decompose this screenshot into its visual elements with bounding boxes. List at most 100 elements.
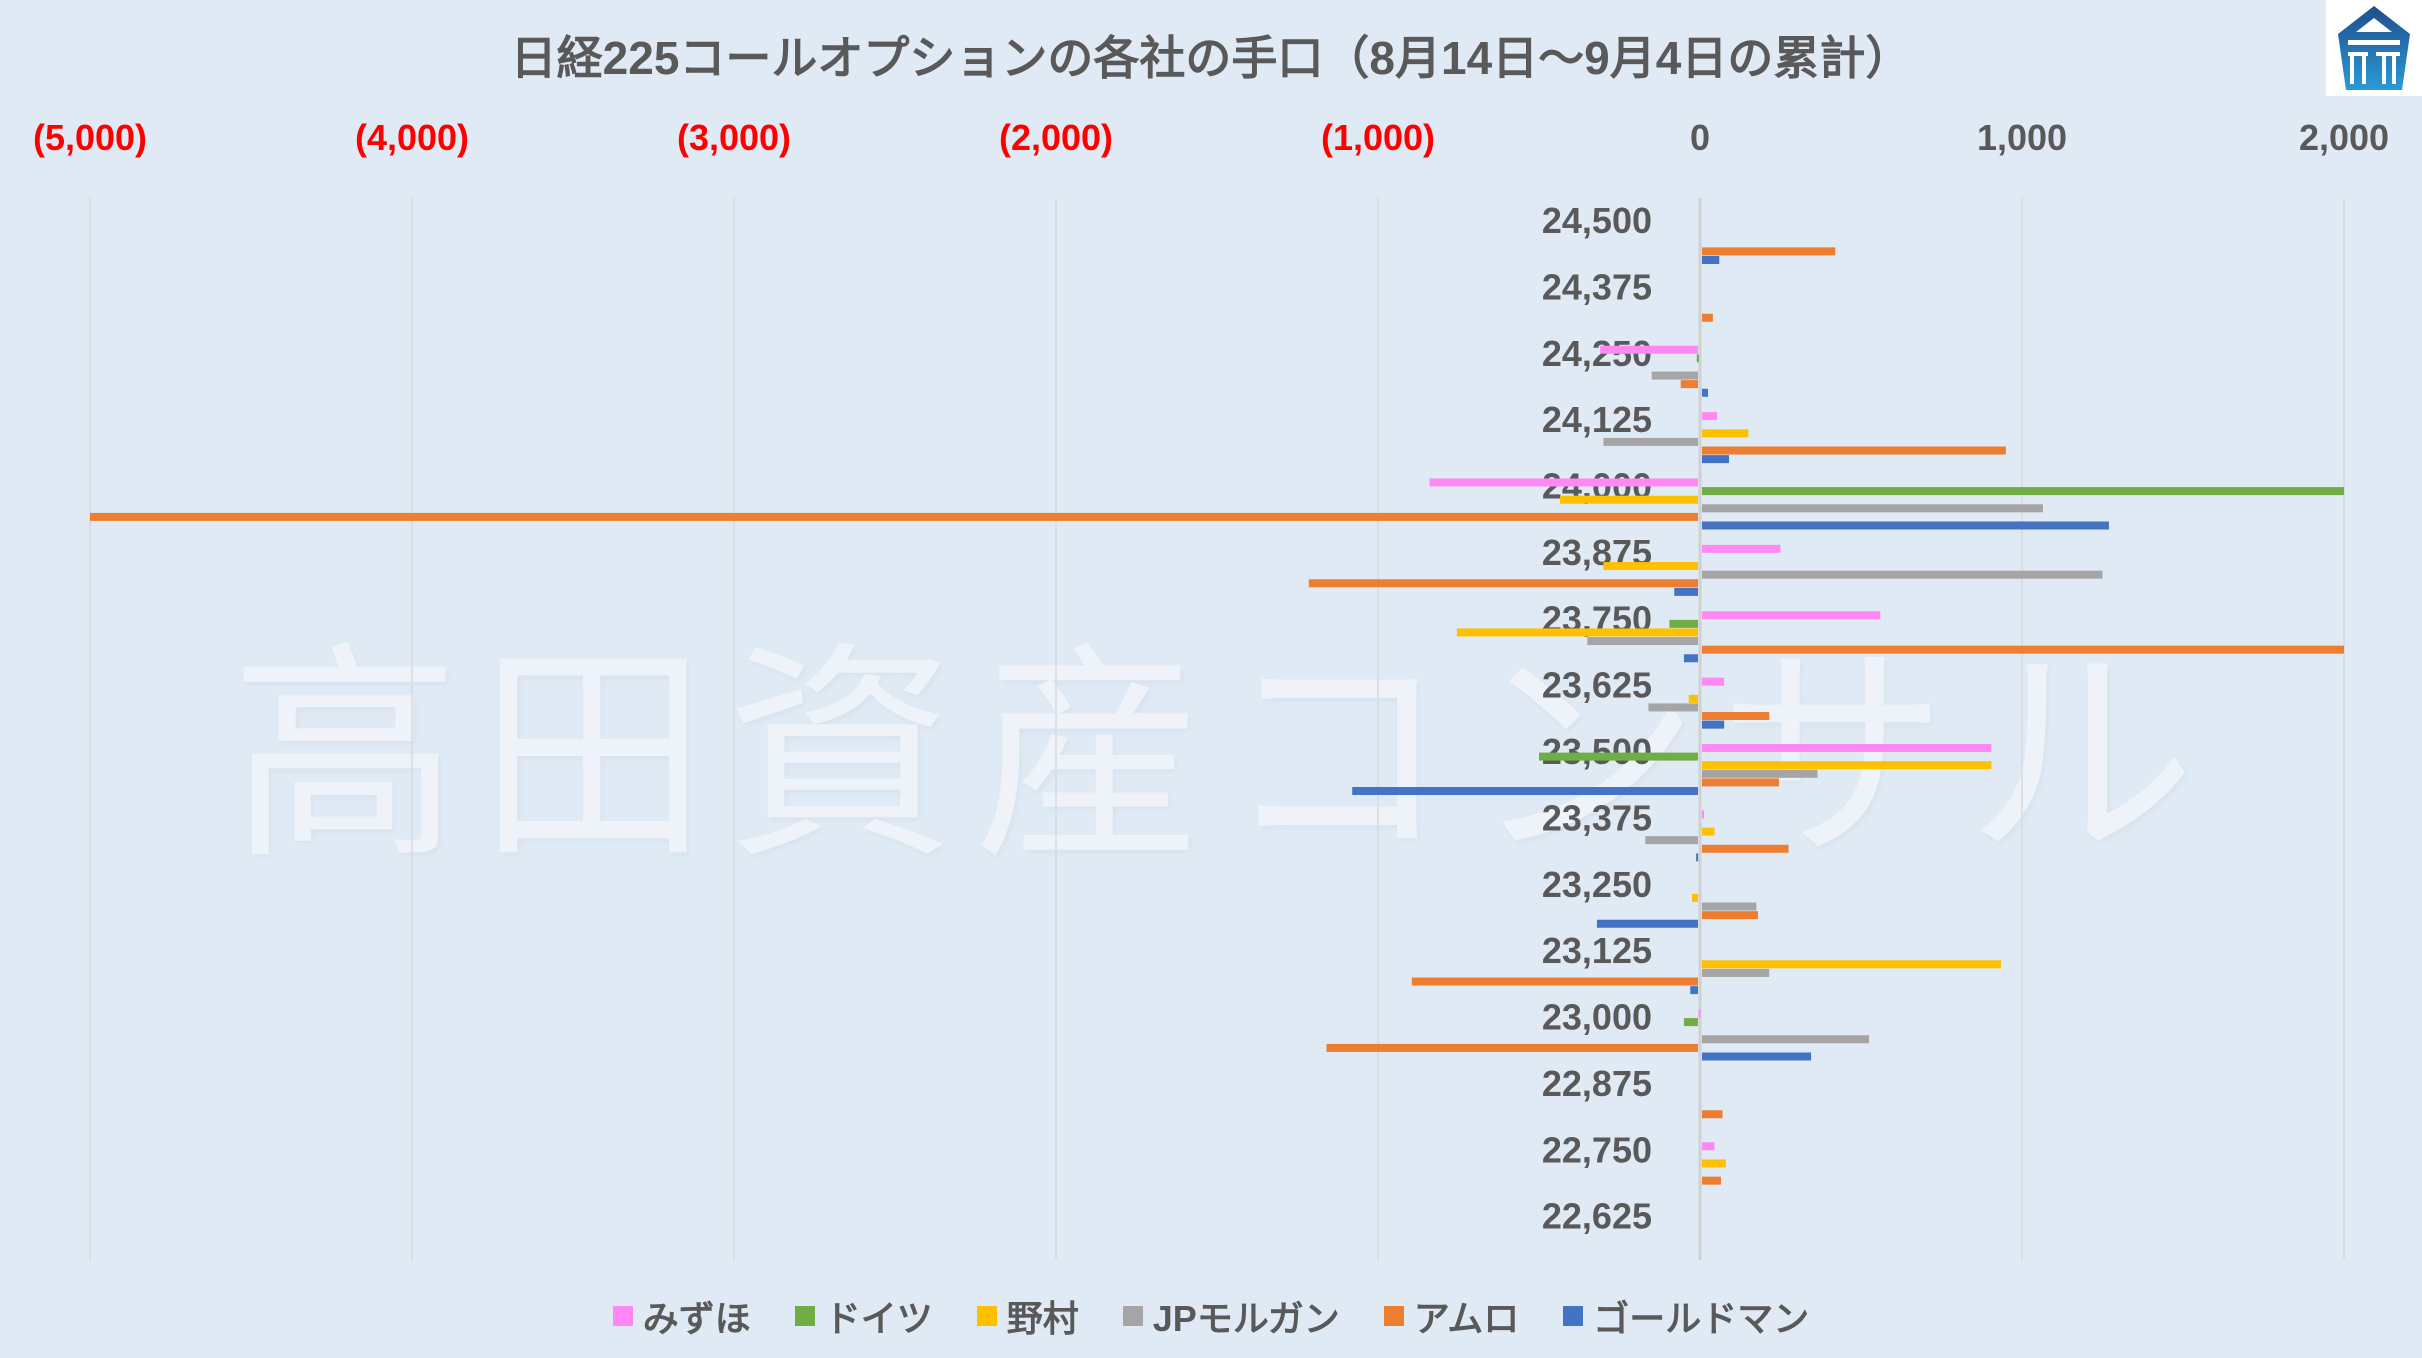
legend-label: ドイツ [824,1298,933,1339]
bar-5 [1690,986,1698,995]
bar-4 [1326,1043,1698,1052]
bar-4 [1702,247,1836,256]
legend-swatch [976,1306,997,1326]
category-label: 24,125 [1542,399,1652,440]
x-tick-label: (4,000) [355,117,469,158]
bar-0 [1702,412,1718,421]
legend-item: 野村 [976,1290,1079,1342]
legend-label: JPモルガン [1152,1298,1340,1339]
bar-3 [1648,703,1698,712]
x-tick-label: (5,000) [33,117,147,158]
bar-4 [1702,844,1789,853]
bar-2 [1603,562,1698,571]
bar-5 [1352,787,1698,795]
legend-item: ドイツ [794,1290,933,1342]
bar-1 [1683,1018,1698,1027]
bar-4 [1308,579,1698,588]
bar-4 [1702,712,1770,721]
chart-legend: みずほ ドイツ 野村 JPモルガン アムロ ゴールドマン [0,1290,2422,1342]
bar-4 [1702,1110,1723,1119]
bar-2 [1688,694,1698,703]
bar-5 [1696,853,1699,862]
category-label: 23,500 [1542,731,1652,772]
legend-swatch [1563,1306,1584,1326]
bar-1 [1702,487,2344,496]
bar-4 [1702,911,1758,920]
bar-3 [1702,902,1757,911]
bar-2 [1702,960,2002,969]
bar-1 [1669,619,1698,628]
category-label: 22,625 [1542,1196,1652,1237]
bar-3 [1702,504,2043,513]
legend-label: 野村 [1006,1298,1079,1339]
bar-1 [1696,354,1699,363]
bar-5 [1702,720,1725,729]
category-label: 23,625 [1542,665,1652,706]
category-label: 23,000 [1542,997,1652,1038]
watermark-text: 高田資産コンサル [230,624,2215,891]
bar-0 [1702,544,1781,553]
bar-4 [1702,778,1779,787]
bar-5 [1674,587,1698,596]
legend-swatch [794,1306,815,1326]
bar-5 [1702,521,2109,530]
bar-3 [1702,1035,1870,1044]
bar-3 [1603,437,1698,446]
category-label: 23,375 [1542,797,1652,838]
legend-item: アムロ [1383,1290,1520,1342]
x-tick-label: 1,000 [1977,117,2067,158]
category-label: 22,750 [1542,1129,1652,1170]
chart-title: 日経225コールオプションの各社の手口（8月14日～9月4日の累計） [510,32,1912,84]
x-tick-label: (3,000) [677,117,791,158]
bar-0 [1702,611,1881,620]
bar-2 [1456,628,1698,637]
bar-5 [1702,455,1729,464]
bar-5 [1683,654,1698,663]
bar-4 [1702,645,2344,654]
legend-label: アムロ [1413,1298,1520,1339]
bar-3 [1651,371,1698,380]
legend-swatch [612,1306,633,1326]
x-tick-label: 0 [1690,117,1710,158]
legend-swatch [1383,1306,1404,1326]
bar-4 [1702,446,2006,455]
legend-label: ゴールドマン [1593,1298,1810,1339]
legend-label: みずほ [642,1298,751,1339]
legend-item: みずほ [612,1290,751,1342]
bar-0 [1702,810,1704,819]
bar-0 [1702,744,1992,752]
bar-2 [1702,827,1715,836]
bar-4 [1680,380,1698,389]
company-logo [2326,0,2422,96]
bar-2 [1702,429,1749,438]
category-label: 23,250 [1542,864,1652,905]
bar-5 [1702,388,1709,397]
bar-0 [1600,345,1698,354]
category-label: 22,875 [1542,1063,1652,1104]
bar-2 [1702,761,1992,770]
bar-0 [1429,478,1698,487]
bar-0 [1702,1142,1715,1151]
bar-4 [1702,1176,1721,1185]
bar-1 [1539,752,1698,761]
bar-3 [1645,836,1698,845]
legend-swatch [1122,1306,1143,1326]
bar-5 [1596,919,1698,928]
bar-5 [1702,1052,1812,1061]
legend-item: JPモルガン [1122,1290,1340,1342]
bar-0 [1702,677,1725,686]
category-label: 23,125 [1542,930,1652,971]
legend-item: ゴールドマン [1563,1290,1809,1342]
bar-4 [1411,977,1698,986]
bar-4 [90,512,1698,521]
bar-3 [1702,968,1770,977]
x-tick-label: (1,000) [1321,117,1435,158]
bar-3 [1702,769,1818,778]
logo-icon [2338,6,2410,90]
bar-chart: (5,000) (4,000) (3,000) (2,000) (1,000) 0 1,00… [33,117,2389,1260]
bar-2 [1702,1159,1726,1168]
bar-4 [1702,313,1713,322]
category-label: 24,500 [1542,200,1652,241]
bar-0 [1698,1009,1701,1018]
bar-5 [1702,256,1720,264]
